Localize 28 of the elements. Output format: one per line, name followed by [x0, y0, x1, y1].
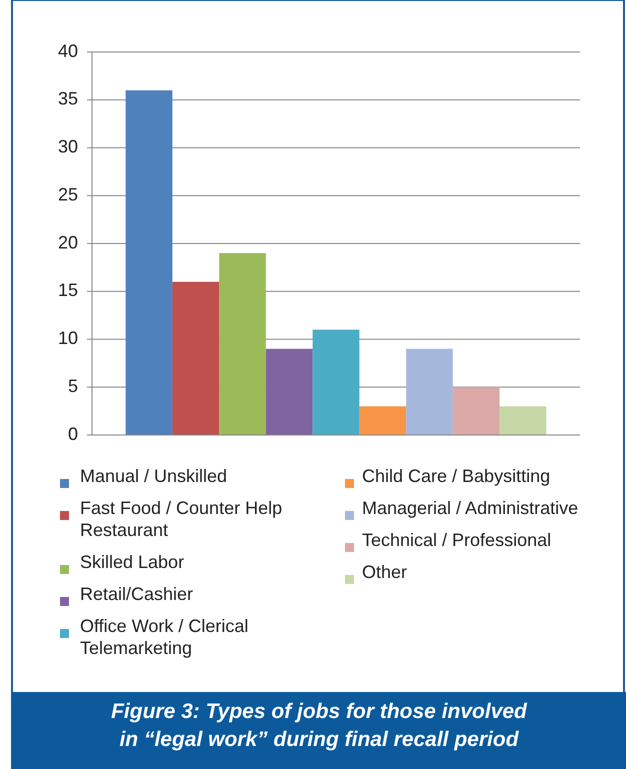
- y-tick-label: 10: [58, 328, 78, 348]
- y-tick-label: 20: [58, 232, 78, 252]
- bar: [172, 282, 220, 435]
- legend-label: Managerial / Administrative: [362, 498, 578, 518]
- bar: [312, 330, 360, 435]
- legend-label: Office Work / Clerical Telemarketing: [80, 616, 248, 658]
- bar: [359, 406, 406, 435]
- text: Figure 3: Types of jobs for those involved in “legal work” during final recall period: [111, 700, 528, 751]
- legend-label: Other: [362, 562, 408, 582]
- bar: [406, 348, 453, 435]
- y-tick-label: 25: [58, 184, 78, 204]
- y-tick-label: 15: [58, 280, 78, 300]
- bar: [266, 348, 313, 435]
- y-tick-label: 30: [58, 136, 78, 156]
- legend-label: Retail/Cashier: [80, 584, 194, 604]
- y-tick-label: 5: [68, 376, 78, 396]
- y-tick-label: 35: [58, 88, 78, 109]
- legend-label: Manual / Unskilled: [80, 466, 228, 486]
- legend-label: Skilled Labor: [80, 552, 184, 572]
- legend-label: Fast Food / Counter Help Restaurant: [80, 498, 282, 540]
- bar: [219, 253, 266, 435]
- legend-label: Technical / Professional: [362, 530, 552, 550]
- bar: [452, 387, 500, 435]
- legend-label: Child Care / Babysitting: [362, 466, 550, 486]
- bar: [500, 406, 546, 435]
- y-tick-label: 40: [58, 40, 78, 61]
- y-tick-label: 0: [68, 424, 78, 444]
- bar: [126, 90, 172, 435]
